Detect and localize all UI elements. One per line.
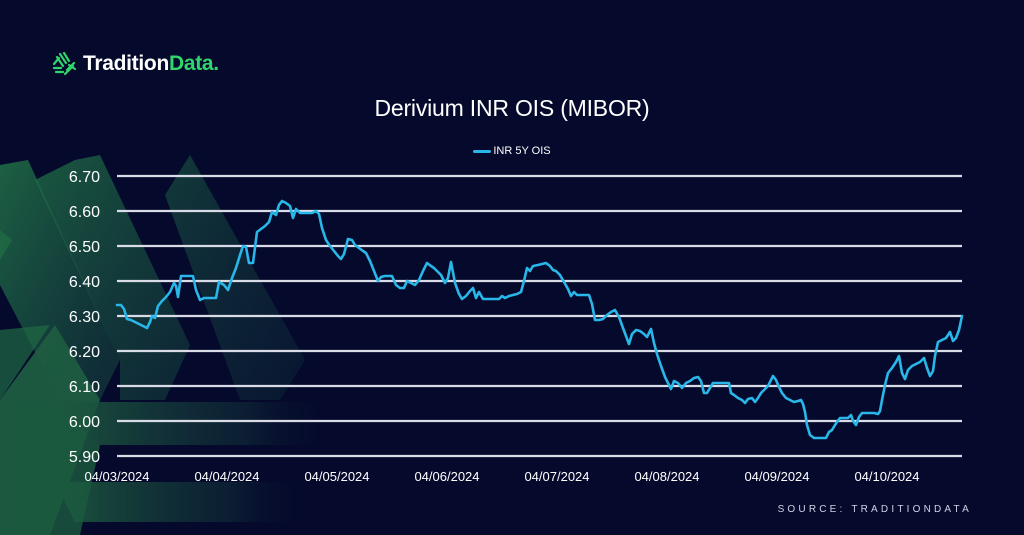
x-tick-label: 04/03/2024 (84, 469, 149, 484)
y-tick-label: 6.40 (69, 274, 100, 291)
y-tick-label: 6.30 (69, 309, 100, 326)
x-tick-label: 04/08/2024 (634, 469, 699, 484)
x-tick-label: 04/04/2024 (194, 469, 259, 484)
brand-name: TraditionData. (83, 52, 219, 76)
tradition-data-logo-icon (52, 51, 77, 76)
brand-logo: TraditionData. (51, 49, 219, 79)
chart-title: Derivium INR OIS (MIBOR) (374, 95, 650, 121)
x-tick-label: 04/07/2024 (524, 469, 589, 484)
x-tick-label: 04/09/2024 (744, 469, 809, 484)
series-line-inr-5y-ois (115, 199, 964, 440)
chart-legend: INR 5Y OIS (0, 145, 1024, 157)
brand-name-accent: Data. (168, 52, 219, 75)
y-tick-label: 6.10 (69, 379, 100, 396)
brand-name-main: Tradition (83, 52, 169, 75)
source-note: SOURCE: TRADITIONDATA (777, 504, 972, 515)
gridlines (117, 174, 962, 458)
y-tick-label: 6.00 (69, 414, 100, 431)
y-axis-labels: 6.70 6.60 6.50 6.40 6.30 6.20 6.10 6.00 5.90 (69, 169, 100, 466)
y-tick-label: 6.50 (69, 239, 100, 256)
y-tick-label: 6.60 (69, 204, 100, 221)
legend-label: INR 5Y OIS (493, 145, 551, 157)
y-tick-label: 5.90 (69, 449, 100, 466)
x-axis-labels: 04/03/2024 04/04/2024 04/05/2024 04/06/2024… (84, 469, 919, 484)
legend-line-swatch-icon (473, 149, 492, 153)
y-tick-label: 6.70 (69, 169, 100, 186)
x-tick-label: 04/05/2024 (304, 469, 369, 484)
x-tick-label: 04/06/2024 (414, 469, 479, 484)
x-tick-label: 04/10/2024 (854, 469, 919, 484)
y-tick-label: 6.20 (69, 344, 100, 361)
